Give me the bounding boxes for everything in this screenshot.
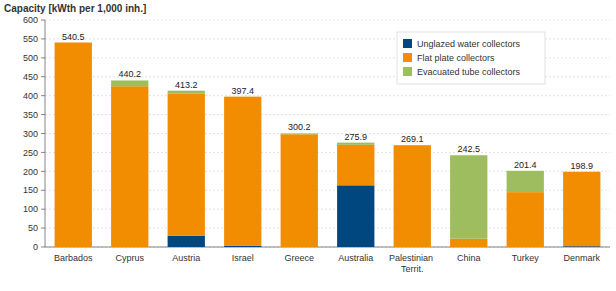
y-tick-label: 350 — [23, 110, 38, 120]
y-tick — [41, 247, 45, 248]
y-tick-label: 0 — [33, 242, 38, 252]
total-label: 440.2 — [118, 69, 141, 79]
x-tick-label: Palestinian Territ. — [389, 253, 436, 274]
bar-segment — [281, 133, 318, 135]
x-tick-label: Greece — [284, 253, 314, 263]
y-tick-label: 200 — [23, 167, 38, 177]
bar-segment — [55, 42, 92, 43]
y-tick-label: 150 — [23, 185, 38, 195]
y-tick — [41, 20, 45, 21]
legend-label: Unglazed water collectors — [417, 39, 521, 49]
x-tick-label: Cyprus — [115, 253, 144, 263]
y-tick — [41, 190, 45, 191]
bar-segment — [450, 155, 487, 238]
y-axis — [45, 20, 46, 247]
bar-segment — [168, 91, 205, 94]
x-tick-label: China — [457, 253, 481, 263]
x-tick-label: Denmark — [563, 253, 600, 263]
bar-segment — [168, 236, 205, 247]
x-tick-label: Austria — [172, 253, 200, 263]
bar-segment — [168, 94, 205, 236]
legend-box — [397, 32, 545, 84]
y-tick-label: 450 — [23, 72, 38, 82]
bar-segment — [281, 134, 318, 247]
y-tick-label: 50 — [28, 223, 38, 233]
bar-segment — [111, 86, 148, 247]
bars — [55, 43, 601, 247]
total-label: 300.2 — [288, 122, 311, 132]
legend-swatch — [403, 53, 412, 62]
legend-swatch — [403, 67, 412, 76]
total-label: 413.2 — [175, 80, 198, 90]
x-tick-label-line: Territ. — [401, 264, 424, 274]
y-tick — [41, 171, 45, 172]
y-tick — [41, 228, 45, 229]
y-tick — [41, 133, 45, 134]
bar-segment — [337, 185, 374, 247]
grid-line — [45, 20, 610, 21]
y-tick — [41, 209, 45, 210]
y-tick — [41, 38, 45, 39]
x-tick-label: Australia — [338, 253, 373, 263]
legend: Unglazed water collectors Flat plate coll… — [397, 32, 545, 84]
x-tick-label: Turkey — [512, 253, 540, 263]
bar-segment — [337, 145, 374, 185]
y-tick — [41, 95, 45, 96]
total-label: 201.4 — [514, 160, 537, 170]
x-tick-label: Barbados — [54, 253, 93, 263]
y-tick-label: 600 — [23, 15, 38, 25]
bar-segment — [563, 171, 600, 172]
bar-segment — [507, 192, 544, 247]
total-label: 275.9 — [344, 132, 367, 142]
y-tick-label: 300 — [23, 129, 38, 139]
y-axis-title: Capacity [kWth per 1,000 inh.] — [4, 3, 146, 14]
y-tick-label: 500 — [23, 53, 38, 63]
total-label: 269.1 — [401, 134, 424, 144]
legend-swatch — [403, 39, 412, 48]
total-label: 397.4 — [231, 86, 254, 96]
bar-segment — [450, 239, 487, 247]
bar-segment — [394, 145, 431, 146]
total-label: 198.9 — [570, 161, 593, 171]
legend-label: Evacuated tube collectors — [417, 67, 521, 77]
y-tick — [41, 114, 45, 115]
bar-segment — [224, 97, 261, 246]
x-tick-label: Israel — [232, 253, 254, 263]
x-tick-label-line: Palestinian — [389, 253, 436, 263]
y-tick-label: 100 — [23, 204, 38, 214]
y-tick — [41, 152, 45, 153]
bar-segment — [394, 145, 431, 247]
legend-label: Flat plate collectors — [417, 53, 495, 63]
y-tick — [41, 76, 45, 77]
total-label: 540.5 — [62, 32, 85, 42]
bar-segment — [507, 171, 544, 192]
y-tick — [41, 57, 45, 58]
bar-segment — [55, 43, 92, 247]
chart: Capacity [kWth per 1,000 inh.] 0 50 100 150 2… — [0, 0, 616, 291]
y-tick-label: 400 — [23, 91, 38, 101]
bar-segment — [563, 172, 600, 246]
y-tick-label: 550 — [23, 34, 38, 44]
bar-segment — [111, 80, 148, 86]
bar-segment — [337, 143, 374, 145]
bar-segment — [224, 96, 261, 97]
bar-segment — [224, 246, 261, 247]
total-label: 242.5 — [457, 144, 480, 154]
y-tick-label: 250 — [23, 148, 38, 158]
